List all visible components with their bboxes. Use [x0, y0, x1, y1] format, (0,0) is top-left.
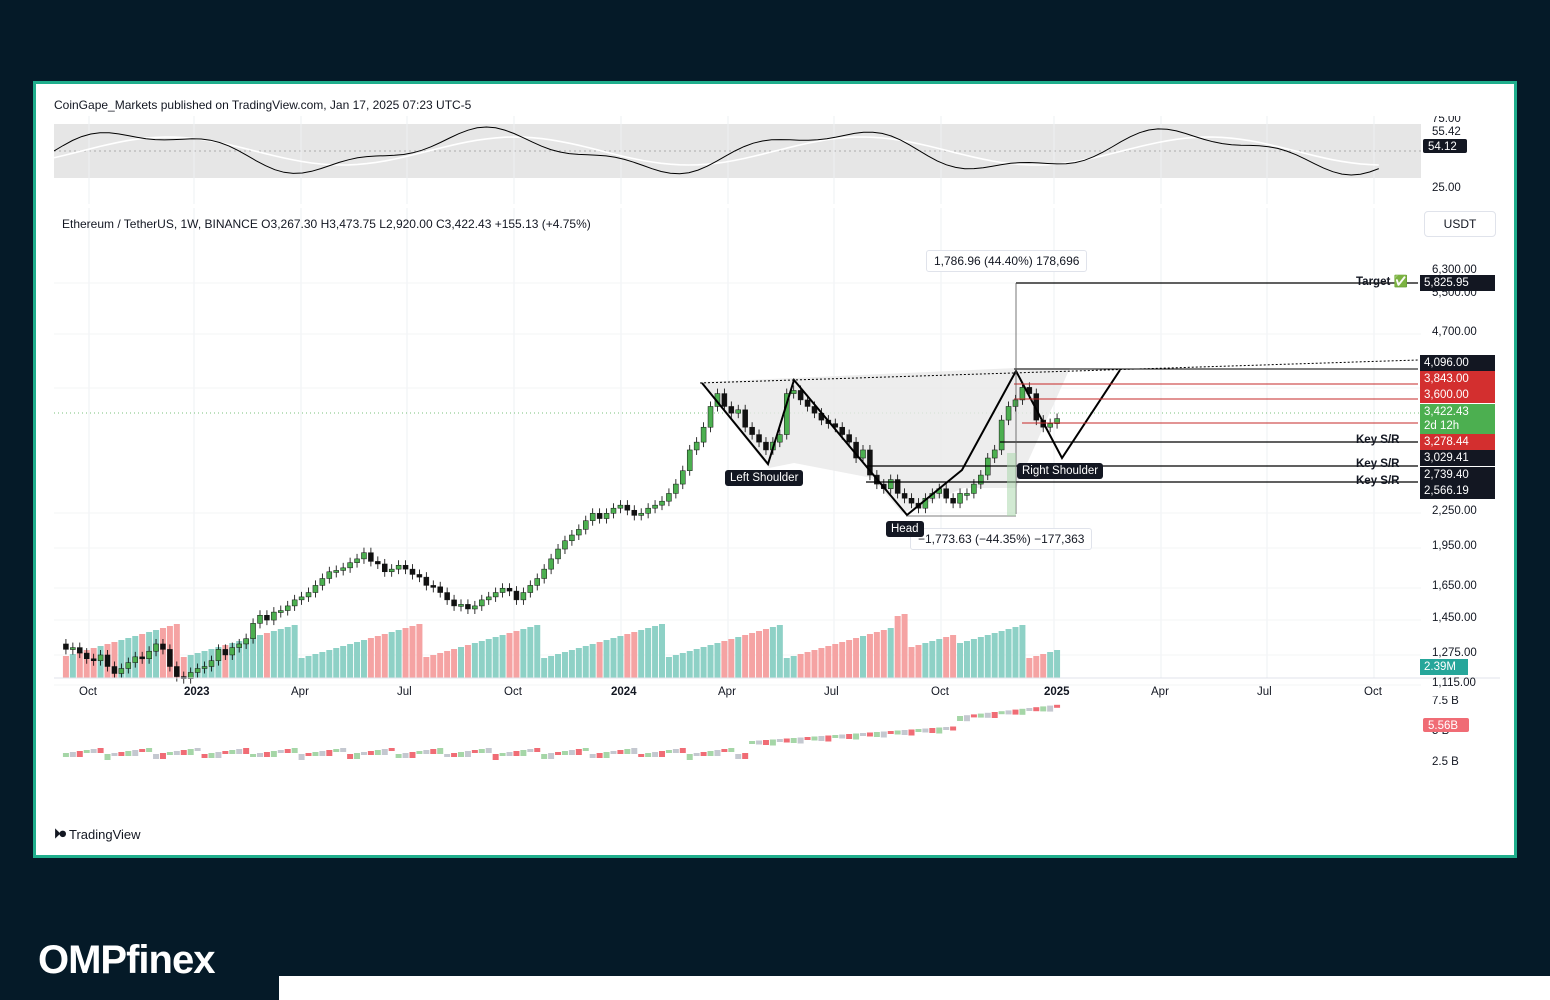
rsi-ma-line	[54, 136, 1379, 166]
price-tag-4096: 4,096.00	[1420, 355, 1495, 371]
right-shoulder-label: Right Shoulder	[1017, 463, 1104, 479]
lower-axis-7.5b: 7.5 B	[1432, 696, 1459, 707]
time-axis-label: Oct	[931, 686, 950, 698]
rsi-band	[54, 124, 1421, 178]
key-sr-label-2: Key S/R	[1356, 458, 1400, 470]
key-sr-label-3: Key S/R	[1356, 475, 1400, 487]
measure-down-box	[1007, 453, 1016, 516]
tradingview-logo[interactable]: ⏵⏺ TradingView	[54, 826, 141, 842]
symbol-legend: Ethereum / TetherUS, 1W, BINANCE O3,267.…	[62, 217, 591, 231]
price-axis-label: 1,450.00	[1432, 612, 1477, 624]
lower-current-value: 5.56B	[1428, 720, 1458, 732]
rsi-label-55: 55.42	[1432, 126, 1461, 138]
price-tag-current: 3,422.43	[1420, 404, 1495, 420]
price-axis-label: 1,650.00	[1432, 580, 1477, 592]
currency-selector[interactable]: USDT	[1424, 211, 1496, 237]
time-axis-label: Oct	[1364, 686, 1383, 698]
target-label: Target ✅	[1356, 276, 1408, 288]
time-axis-label: 2025	[1044, 686, 1070, 698]
rsi-label-75: 75.00	[1432, 116, 1461, 125]
lower-axis-2.5b: 2.5 B	[1432, 756, 1459, 768]
time-axis-label: Apr	[291, 686, 309, 698]
rsi-panel[interactable]: 75.00 55.42 54.12 25.00	[54, 116, 1500, 204]
price-tag-2566: 2,566.19	[1420, 483, 1495, 499]
key-sr-label-1: Key S/R	[1356, 434, 1400, 446]
publish-info: CoinGape_Markets published on TradingVie…	[54, 98, 472, 112]
time-axis-label: Apr	[718, 686, 736, 698]
price-tag-2739: 2,739.40	[1420, 467, 1495, 483]
tradingview-mark-icon: ⏵⏺	[54, 826, 66, 841]
time-axis-label: Apr	[1151, 686, 1169, 698]
tradingview-brand: TradingView	[69, 826, 141, 842]
measure-down-label: −1,773.63 (−44.35%) −177,363	[910, 528, 1093, 550]
ompfinex-watermark: OMPfinex	[38, 938, 215, 982]
left-shoulder-label: Left Shoulder	[725, 470, 804, 486]
price-axis-label: 1,115.00	[1432, 677, 1476, 689]
price-axis-label: 6,300.00	[1432, 264, 1477, 276]
price-tag-3843: 3,843.00	[1420, 371, 1495, 387]
head-shoulders-neckline-shading	[700, 368, 1070, 513]
price-axis-label: 2,250.00	[1432, 505, 1477, 517]
volume-tag: 2.39M	[1420, 659, 1468, 675]
lower-indicator-panel[interactable]: 7.5 B 5 B 2.5 B 5.56B	[54, 696, 1500, 796]
price-axis-label: 1,275.00	[1432, 647, 1477, 659]
time-axis-label: Jul	[824, 686, 839, 698]
bar-countdown: 2d 12h	[1420, 418, 1495, 434]
price-tag-3029: 3,029.41	[1420, 450, 1495, 466]
time-axis-label: Jul	[1257, 686, 1272, 698]
price-tag-3278: 3,278.44	[1420, 434, 1495, 450]
time-axis-label: 2023	[184, 686, 210, 698]
time-axis-label: Oct	[504, 686, 523, 698]
measure-up-label: 1,786.96 (44.40%) 178,696	[926, 250, 1088, 272]
time-axis-label: 2024	[611, 686, 637, 698]
price-tag-3600: 3,600.00	[1420, 387, 1495, 403]
rsi-label-25: 25.00	[1432, 182, 1461, 194]
time-axis-label: Jul	[397, 686, 412, 698]
price-axis-label: 1,950.00	[1432, 540, 1477, 552]
chart-frame: CoinGape_Markets published on TradingVie…	[33, 81, 1517, 858]
rsi-line	[54, 126, 1379, 176]
price-axis-label: 4,700.00	[1432, 326, 1477, 338]
bottom-strip	[279, 976, 1550, 1000]
price-tag-target: 5,825.95	[1420, 275, 1495, 291]
rsi-current-value: 54.12	[1428, 141, 1457, 153]
time-axis-label: Oct	[79, 686, 98, 698]
head-label: Head	[886, 521, 924, 537]
pattern-outline	[701, 368, 1121, 517]
price-chart[interactable]: Oct 2023 Apr Jul Oct 2024 Apr Jul Oct 2025 Apr Jul O…	[54, 208, 1500, 718]
